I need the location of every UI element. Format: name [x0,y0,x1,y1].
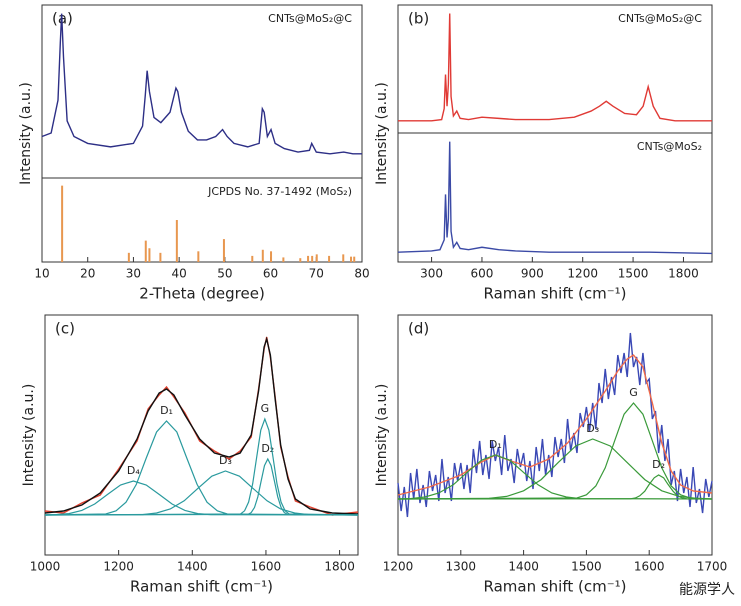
spectrum-line [397,354,713,496]
x-tick-label: 20 [80,267,95,281]
reference-bar [307,255,310,262]
peak-label: D₄ [127,464,140,477]
panel-label: (b) [408,10,429,28]
annotation: CNTs@MoS₂@C [618,12,702,25]
peak-label: D₃ [586,422,599,435]
panel-label: (d) [408,320,429,338]
x-tick-label: 1500 [571,560,602,574]
spectrum-line [44,336,359,516]
plot-frame [397,314,713,556]
y-axis-label: Intensity (a.u.) [18,82,34,185]
x-tick-label: 40 [172,267,187,281]
reference-bar [251,255,254,262]
x-tick-label: 60 [263,267,278,281]
y-axis-label: Intensity (a.u.) [374,82,390,185]
peak-label: D₂ [652,458,665,471]
reference-bar [127,252,130,262]
x-tick-label: 1200 [567,267,598,281]
x-axis-label: Raman shift (cm⁻¹) [483,285,626,303]
component-line [397,474,713,500]
component-line [44,420,359,516]
x-tick-label: 10 [34,267,49,281]
y-axis-label: Intensity (a.u.) [21,384,37,487]
x-tick-label: 1400 [177,560,208,574]
x-tick-label: 300 [420,267,443,281]
peak-label: D₁ [489,438,502,451]
reference-bar [311,255,314,262]
reference-bar [315,254,318,262]
reference-bar [175,220,178,262]
annotation: CNTs@MoS₂ [637,140,702,153]
x-tick-label: 1700 [697,560,728,574]
component-line [397,402,713,500]
x-tick-label: 1800 [668,267,699,281]
plot-frame [397,132,713,263]
x-tick-label: 70 [309,267,324,281]
x-tick-label: 1600 [251,560,282,574]
peak-label: D₁ [160,404,173,417]
peak-label: D₃ [219,454,232,467]
component-line [44,457,359,516]
reference-bar [61,185,64,262]
x-tick-label: 1500 [618,267,649,281]
reference-bar [159,252,162,262]
component-line [397,438,713,500]
x-tick-label: 30 [126,267,141,281]
x-tick-label: 1200 [103,560,134,574]
reference-bar [148,248,151,262]
reference-bar [342,254,345,262]
reference-bar [144,240,147,262]
x-tick-label: 80 [354,267,369,281]
panel-label: (c) [55,320,75,338]
x-axis-label: 2-Theta (degree) [139,285,265,303]
plot-frame [44,314,359,556]
component-line [44,470,359,516]
x-axis-label: Raman shift (cm⁻¹) [130,578,273,596]
y-axis-label: Intensity (a.u.) [374,384,390,487]
x-tick-label: 50 [217,267,232,281]
spectrum-line [397,332,713,518]
reference-bar [270,251,273,262]
x-tick-label: 1800 [324,560,355,574]
spectrum-line [41,13,362,155]
component-line [397,454,713,500]
x-tick-label: 900 [521,267,544,281]
reference-bar [350,256,353,262]
reference-bar [261,249,264,262]
plot-frame [41,177,363,263]
plot-frame [41,4,363,179]
x-tick-label: 600 [471,267,494,281]
component-line [44,480,359,516]
spectrum-line [397,141,713,255]
spectrum-line [44,336,359,515]
x-tick-label: 1000 [30,560,61,574]
x-tick-label: 1200 [383,560,414,574]
annotation: JCPDS No. 37-1492 (MoS₂) [207,185,352,198]
annotation: CNTs@MoS₂@C [268,12,352,25]
reference-bar [282,257,285,262]
reference-bar [197,251,200,262]
x-tick-label: 1600 [634,560,665,574]
component-line [44,417,359,516]
reference-bar [299,258,302,262]
x-axis-label: Raman shift (cm⁻¹) [483,578,626,596]
peak-label: G [261,402,270,415]
peak-label: G [629,386,638,399]
reference-bar [222,239,225,262]
watermark: 能源学人 [679,582,735,598]
reference-bar [328,255,331,262]
spectrum-line [398,13,712,122]
x-tick-label: 1300 [446,560,477,574]
x-tick-label: 1400 [508,560,539,574]
reference-bar [353,256,356,262]
